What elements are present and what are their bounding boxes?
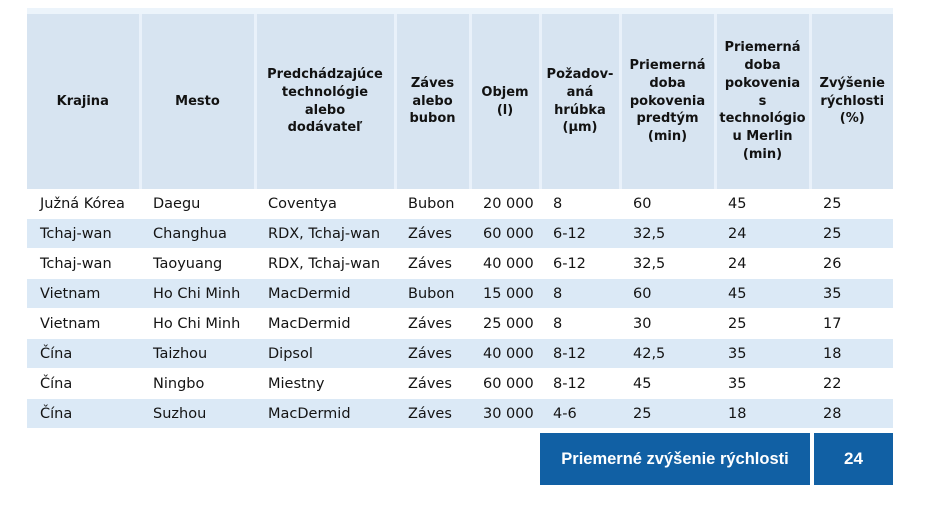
table-cell: Taoyuang [140, 248, 255, 279]
table-cell: 60 [620, 189, 715, 219]
table-row: Čína Ningbo Miestny Záves 60 000 8-12 45 35 22 [27, 368, 893, 399]
table-cell: Čína [27, 338, 140, 369]
table-cell: 32,5 [620, 218, 715, 249]
table-cell: 15 000 [470, 278, 540, 309]
footer-cell-divider [810, 433, 814, 485]
table-cell: 60 000 [470, 218, 540, 249]
table-cell: 35 [715, 338, 810, 369]
table-body: Južná Kórea Daegu Coventya Bubon 20 000 8 60 45… [27, 189, 893, 429]
table-cell: 4-6 [540, 398, 620, 429]
table-cell: 40 000 [470, 338, 540, 369]
column-header-krajina: Krajina [27, 14, 142, 189]
table-cell: Daegu [140, 189, 255, 219]
table-cell: Ho Chi Minh [140, 278, 255, 309]
table-cell: Záves [395, 368, 470, 399]
table-cell: 30 [620, 308, 715, 339]
column-header-doba-predtym: Priemerná doba pokovenia predtým (min) [620, 14, 717, 189]
table-cell: 25 [620, 398, 715, 429]
table-cell: 25 [810, 189, 893, 219]
table-cell: RDX, Tchaj-wan [255, 218, 395, 249]
table-row: Tchaj-wan Changhua RDX, Tchaj-wan Záves 60 0… [27, 218, 893, 249]
table-cell: 30 000 [470, 398, 540, 429]
table-cell: Vietnam [27, 308, 140, 339]
summary-footer: Priemerné zvýšenie rýchlosti 24 [540, 433, 893, 485]
table-cell: 42,5 [620, 338, 715, 369]
table-cell: RDX, Tchaj-wan [255, 248, 395, 279]
column-header-predchadzajuce: Predchádzajúce technológie alebo dodávat… [255, 14, 397, 189]
table-cell: Južná Kórea [27, 189, 140, 219]
table-cell: Tchaj-wan [27, 218, 140, 249]
table-cell: Ningbo [140, 368, 255, 399]
table-cell: 8-12 [540, 338, 620, 369]
table-cell: Changhua [140, 218, 255, 249]
table-cell: 17 [810, 308, 893, 339]
footer-summary-label: Priemerné zvýšenie rýchlosti [540, 433, 810, 485]
column-header-doba-merlin: Priemerná doba pokovenia s technológio u… [715, 14, 812, 189]
table-cell: Čína [27, 398, 140, 429]
table-cell: 8 [540, 278, 620, 309]
table-cell: Ho Chi Minh [140, 308, 255, 339]
table-cell: 22 [810, 368, 893, 399]
table-cell: 6-12 [540, 218, 620, 249]
table-cell: Coventya [255, 189, 395, 219]
table-cell: 40 000 [470, 248, 540, 279]
footer-average-value: 24 [814, 433, 893, 485]
table-cell: Tchaj-wan [27, 248, 140, 279]
table-cell: Záves [395, 248, 470, 279]
table-row: Vietnam Ho Chi Minh MacDermid Záves 25 000 8 3… [27, 308, 893, 339]
table-cell: 25 [715, 308, 810, 339]
table-cell: Bubon [395, 189, 470, 219]
column-header-zaves-bubon: Záves alebo bubon [395, 14, 472, 189]
data-table: Krajina Mesto Predchádzajúce technológie… [27, 14, 893, 429]
table-cell: 28 [810, 398, 893, 429]
table-cell: Suzhou [140, 398, 255, 429]
table-cell: Vietnam [27, 278, 140, 309]
table-cell: 45 [620, 368, 715, 399]
column-header-objem: Objem (l) [470, 14, 542, 189]
table-cell: Čína [27, 368, 140, 399]
table-cell: 8 [540, 189, 620, 219]
table-header-row: Krajina Mesto Predchádzajúce technológie… [27, 14, 893, 189]
table-cell: 26 [810, 248, 893, 279]
table-cell: 24 [715, 218, 810, 249]
table-cell: MacDermid [255, 398, 395, 429]
table-row: Čína Suzhou MacDermid Záves 30 000 4-6 25 18 28 [27, 398, 893, 429]
plating-comparison-table: Krajina Mesto Predchádzajúce technológie… [27, 8, 893, 485]
table-cell: 8 [540, 308, 620, 339]
table-row: Vietnam Ho Chi Minh MacDermid Bubon 15 000 8 6… [27, 278, 893, 309]
table-cell: Bubon [395, 278, 470, 309]
table-cell: Taizhou [140, 338, 255, 369]
table-top-border [27, 8, 893, 14]
table-cell: Záves [395, 308, 470, 339]
table-cell: MacDermid [255, 308, 395, 339]
table-cell: 35 [715, 368, 810, 399]
table-cell: 60 000 [470, 368, 540, 399]
table-cell: 20 000 [470, 189, 540, 219]
table-row: Južná Kórea Daegu Coventya Bubon 20 000 8 60 45… [27, 189, 893, 219]
column-header-hrubka: Požadov- aná hrúbka (µm) [540, 14, 622, 189]
table-cell: 25 000 [470, 308, 540, 339]
column-header-mesto: Mesto [140, 14, 257, 189]
table-cell: Záves [395, 398, 470, 429]
table-cell: 32,5 [620, 248, 715, 279]
table-cell: 25 [810, 218, 893, 249]
table-row: Čína Taizhou Dipsol Záves 40 000 8-12 42,5 35 18 [27, 338, 893, 369]
table-cell: MacDermid [255, 278, 395, 309]
table-cell: 45 [715, 278, 810, 309]
table-cell: Záves [395, 218, 470, 249]
table-cell: 8-12 [540, 368, 620, 399]
table-cell: 6-12 [540, 248, 620, 279]
table-cell: 18 [715, 398, 810, 429]
table-cell: Záves [395, 338, 470, 369]
column-header-zvysenie: Zvýšenie rýchlosti (%) [810, 14, 893, 189]
table-cell: Dipsol [255, 338, 395, 369]
table-row: Tchaj-wan Taoyuang RDX, Tchaj-wan Záves 40 0… [27, 248, 893, 279]
table-cell: 24 [715, 248, 810, 279]
table-cell: 35 [810, 278, 893, 309]
table-cell: 60 [620, 278, 715, 309]
table-cell: 45 [715, 189, 810, 219]
table-cell: Miestny [255, 368, 395, 399]
table-cell: 18 [810, 338, 893, 369]
